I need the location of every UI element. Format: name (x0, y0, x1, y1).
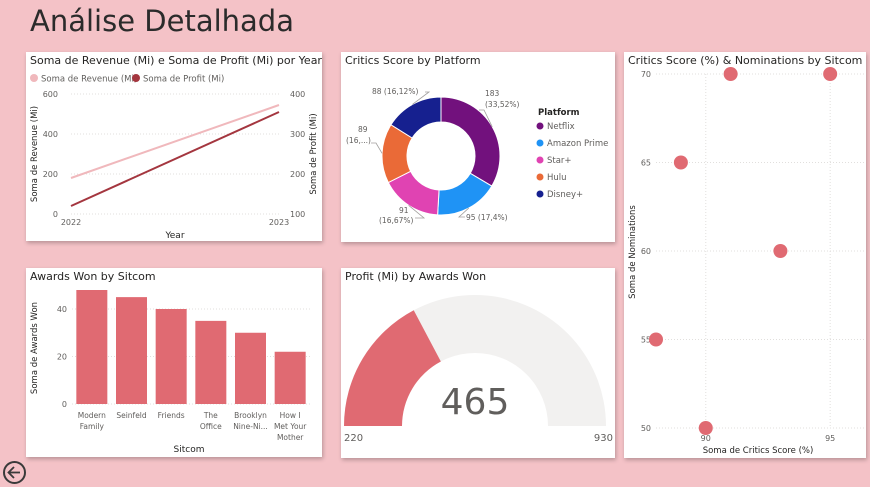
arrow-left-icon (7, 466, 20, 479)
legend-label: Soma de Revenue (Mi) (41, 75, 137, 85)
y2-tick-label: 400 (290, 90, 305, 99)
legend-label: Star+ (547, 156, 572, 166)
series-line (70, 111, 280, 207)
donut-leader-line (479, 109, 493, 127)
x-tick-label: The Office (200, 411, 222, 431)
donut-slice (390, 96, 442, 139)
critics-platform-card[interactable]: Critics Score by Platform 183 (33,52%) 95 … (341, 52, 615, 242)
legend-marker (536, 156, 544, 164)
x-tick-label: Friends (158, 411, 185, 420)
gauge-value: 465 (441, 382, 510, 423)
y-tick-label: 0 (53, 210, 58, 219)
scatter-point (723, 67, 738, 81)
x-tick-label: 2023 (269, 218, 289, 227)
bar (274, 351, 306, 404)
revenue-profit-chart: Soma de Revenue (Mi) Soma de Profit (Mi) … (30, 74, 319, 241)
y2-axis-title: Soma de Profit (Mi) (309, 113, 319, 194)
bar (116, 297, 147, 404)
y2-tick-label: 300 (290, 130, 305, 139)
y-tick-label: 55 (641, 336, 651, 345)
legend-marker (536, 190, 544, 198)
donut-data-label: 89 (16,...) (346, 125, 371, 145)
x-tick-label: 95 (825, 434, 835, 443)
bar (195, 320, 227, 404)
critics-platform-chart: 183 (33,52%) 95 (17,4%) 91 (16,67%) 89 (16,...… (346, 87, 608, 225)
series-line (70, 104, 280, 179)
revenue-profit-card[interactable]: Soma de Revenue (Mi) e Soma de Profit (M… (26, 52, 322, 241)
donut-leader-line (412, 91, 431, 105)
scatter-point (773, 244, 788, 258)
profit-gauge-chart: 465 220 930 (344, 295, 613, 444)
legend-title: Platform (538, 108, 580, 118)
y-axis-title: Soma de Awards Won (30, 302, 40, 394)
bar (76, 290, 108, 404)
donut-data-label: 88 (16,12%) (372, 87, 418, 96)
y2-tick-label: 100 (290, 210, 305, 219)
awards-sitcom-title: Awards Won by Sitcom (30, 270, 156, 283)
y-tick-label: 65 (641, 159, 651, 168)
y-axis-title: Soma de Revenue (Mi) (30, 106, 40, 202)
y-tick-label: 0 (62, 400, 67, 409)
critics-nominations-chart: 50 55 60 65 70 90 95 Soma de Critics Score (%) S… (628, 67, 865, 456)
x-tick-label: Modern Family (78, 411, 106, 431)
gauge-max-label: 930 (594, 433, 613, 444)
scatter-point (673, 155, 688, 170)
gauge-fill (344, 310, 441, 426)
y2-tick-label: 200 (290, 170, 305, 179)
page-title: Análise Detalhada (30, 4, 294, 38)
legend-label: Soma de Profit (Mi) (143, 75, 224, 85)
x-axis-title: Sitcom (174, 445, 205, 455)
legend-label: Amazon Prime (547, 139, 608, 149)
y-tick-label: 200 (43, 170, 58, 179)
x-tick-label: How I Met Your Mother (274, 411, 307, 442)
donut-leader-line (408, 205, 426, 219)
donut-data-label: 95 (17,4%) (466, 213, 508, 222)
donut-leader-line (457, 207, 469, 218)
donut-data-label: 183 (33,52%) (485, 89, 520, 109)
legend-label: Disney+ (547, 190, 583, 200)
awards-sitcom-card[interactable]: Awards Won by Sitcom 0 20 40 Soma de Awards… (26, 268, 322, 457)
back-button[interactable] (3, 461, 26, 484)
legend-marker (132, 74, 140, 82)
scatter-point (823, 67, 838, 81)
legend-marker (536, 122, 544, 130)
critics-platform-title: Critics Score by Platform (345, 54, 481, 67)
bar (235, 332, 266, 404)
critics-nominations-card[interactable]: Critics Score (%) & Nominations by Sitco… (624, 52, 866, 458)
gauge-min-label: 220 (344, 433, 363, 444)
legend-marker (536, 173, 544, 181)
y-tick-label: 60 (641, 247, 651, 256)
y-tick-label: 600 (43, 90, 58, 99)
scatter-point (649, 332, 663, 347)
legend-label: Hulu (547, 173, 567, 183)
donut-data-label: 91 (16,67%) (379, 206, 414, 225)
scatter-point (698, 421, 713, 435)
profit-gauge-card[interactable]: Profit (Mi) by Awards Won 465 220 930 (341, 268, 615, 458)
x-axis-title: Soma de Critics Score (%) (703, 446, 814, 456)
x-tick-label: 2022 (61, 218, 81, 227)
donut-slice (440, 96, 501, 187)
bar (155, 309, 187, 404)
y-tick-label: 40 (57, 305, 67, 314)
donut-leader-line (371, 142, 383, 154)
x-tick-label: Brooklyn Nine-Ni... (233, 411, 268, 431)
y-tick-label: 400 (43, 130, 58, 139)
x-axis-title: Year (164, 231, 184, 241)
x-tick-label: Seinfeld (116, 411, 147, 420)
y-tick-label: 20 (57, 353, 67, 362)
critics-nominations-title: Critics Score (%) & Nominations by Sitco… (628, 54, 863, 67)
awards-sitcom-chart: 0 20 40 Soma de Awards Won Sitcom Modern Famil… (30, 290, 310, 455)
y-axis-title: Soma de Nominations (628, 205, 638, 299)
y-tick-label: 50 (641, 424, 651, 433)
legend-label: Netflix (547, 122, 575, 132)
legend-marker (30, 74, 38, 82)
x-tick-label: 90 (701, 434, 711, 443)
legend-marker (536, 139, 544, 147)
revenue-profit-title: Soma de Revenue (Mi) e Soma de Profit (M… (30, 54, 322, 67)
y-tick-label: 70 (641, 70, 651, 79)
profit-gauge-title: Profit (Mi) by Awards Won (345, 270, 487, 283)
